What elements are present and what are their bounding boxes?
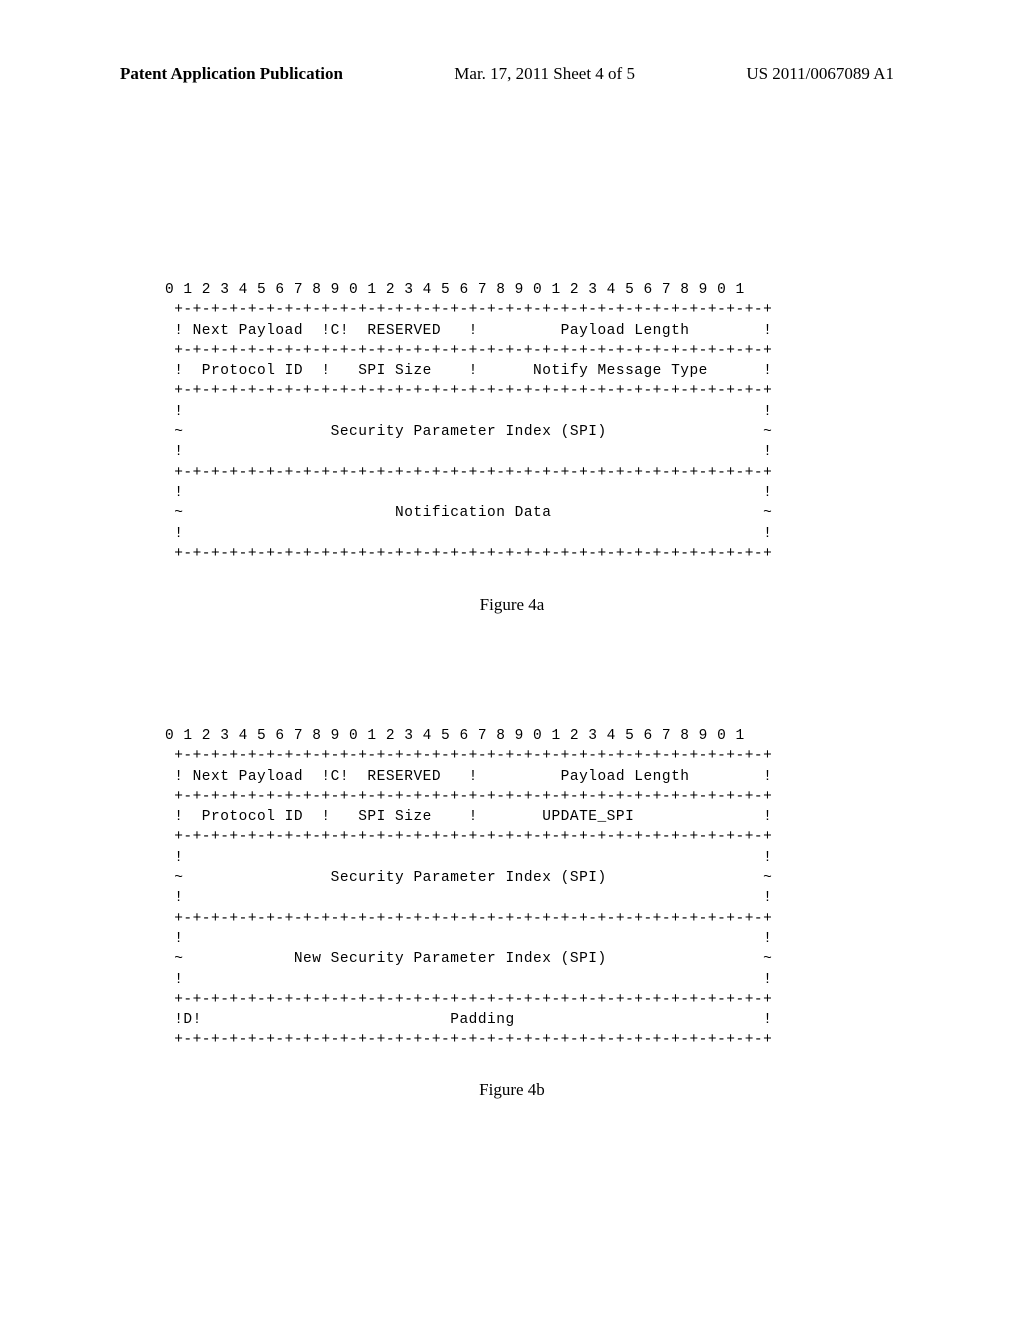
header-patent-number: US 2011/0067089 A1	[746, 64, 894, 84]
update-spi-payload-diagram: 0 1 2 3 4 5 6 7 8 9 0 1 2 3 4 5 6 7 8 9 …	[165, 726, 772, 1051]
page-header: Patent Application Publication Mar. 17, …	[0, 64, 1024, 84]
header-date-sheet: Mar. 17, 2011 Sheet 4 of 5	[454, 64, 635, 84]
figure-4b-label: Figure 4b	[0, 1080, 1024, 1100]
notify-payload-diagram: 0 1 2 3 4 5 6 7 8 9 0 1 2 3 4 5 6 7 8 9 …	[165, 280, 772, 564]
figure-4a-label: Figure 4a	[0, 595, 1024, 615]
header-publication: Patent Application Publication	[120, 64, 343, 84]
